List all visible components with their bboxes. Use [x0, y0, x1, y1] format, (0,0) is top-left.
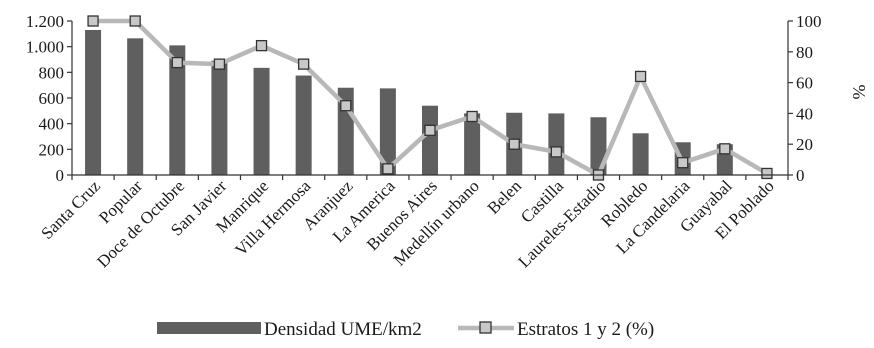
strata-point [255, 39, 268, 52]
strata-point [87, 15, 99, 27]
strata-point [424, 124, 436, 136]
right-tick-label: 60 [796, 74, 813, 93]
right-tick-label: 0 [796, 166, 805, 185]
density-bar [464, 113, 481, 175]
density-bar [253, 67, 270, 175]
density-bar [85, 29, 102, 175]
right-axis-label: % [849, 85, 869, 100]
strata-point [677, 157, 689, 169]
density-bar [211, 60, 228, 175]
strata-point [171, 56, 183, 69]
right-tick-label: 40 [796, 104, 813, 123]
strata-point [466, 110, 478, 123]
legend-bar-label: Densidad UME/km2 [264, 319, 422, 340]
strata-point [129, 15, 141, 27]
density-bar [379, 88, 396, 175]
left-tick-label: 200 [39, 140, 65, 159]
strata-point [508, 138, 520, 150]
left-tick-label: 400 [39, 115, 65, 134]
density-bar [632, 133, 649, 175]
density-bars [85, 29, 775, 176]
strata-point [340, 100, 352, 112]
density-bar [127, 38, 144, 176]
legend-line-marker [479, 321, 492, 334]
strata-line [87, 15, 773, 181]
strata-point [382, 163, 394, 175]
density-bar [295, 75, 312, 175]
legend-bar-swatch [157, 322, 261, 334]
strata-point [297, 58, 310, 70]
x-axis [71, 174, 789, 180]
left-tick-label: 1.000 [26, 38, 64, 57]
right-tick-label: 80 [796, 43, 813, 62]
legend-line-label: Estratos 1 y 2 (%) [517, 319, 654, 340]
density-bar [548, 113, 565, 175]
right-y-axis: 0 20 40 60 80 100 [787, 12, 822, 185]
strata-point [550, 146, 563, 158]
strata-point [719, 143, 731, 155]
category-label: Santa Cruz [37, 176, 104, 243]
strata-point [761, 167, 773, 180]
right-tick-label: 20 [796, 135, 813, 154]
legend: Densidad UME/km2 Estratos 1 y 2 (%) [157, 319, 654, 340]
density-bar [422, 105, 438, 175]
density-bar [169, 45, 186, 176]
left-y-axis: 0 200 400 600 800 1.000 1.200 [26, 12, 73, 185]
strata-point [634, 70, 647, 83]
right-tick-label: 100 [796, 12, 822, 31]
left-tick-label: 0 [56, 166, 65, 185]
strata-point [213, 58, 226, 70]
left-tick-label: 600 [39, 89, 65, 108]
left-tick-label: 800 [39, 63, 65, 82]
left-tick-label: 1.200 [26, 12, 64, 31]
